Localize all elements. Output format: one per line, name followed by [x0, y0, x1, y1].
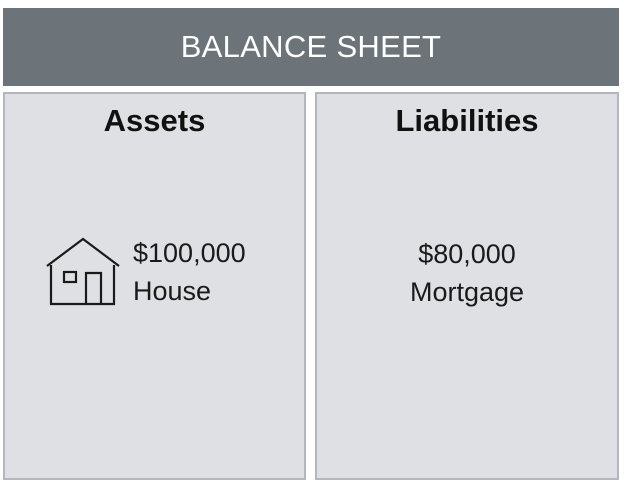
balance-sheet-header: BALANCE SHEET [3, 8, 619, 86]
mortgage-value: $80,000 [418, 239, 516, 269]
house-label: House [133, 276, 212, 306]
mortgage-label: Mortgage [409, 277, 525, 307]
house-value: $100,000 [133, 238, 246, 268]
liabilities-heading: Liabilities [395, 103, 539, 138]
asset-item: $100,000 House [45, 234, 246, 312]
assets-panel: Assets $100,000 House [3, 92, 306, 480]
liabilities-panel: Liabilities $80,000 Mortgage [315, 92, 619, 480]
page-title: BALANCE SHEET [180, 29, 442, 64]
liability-item: $80,000 Mortgage [317, 235, 617, 311]
house-icon [46, 237, 120, 306]
assets-heading: Assets [103, 103, 206, 138]
